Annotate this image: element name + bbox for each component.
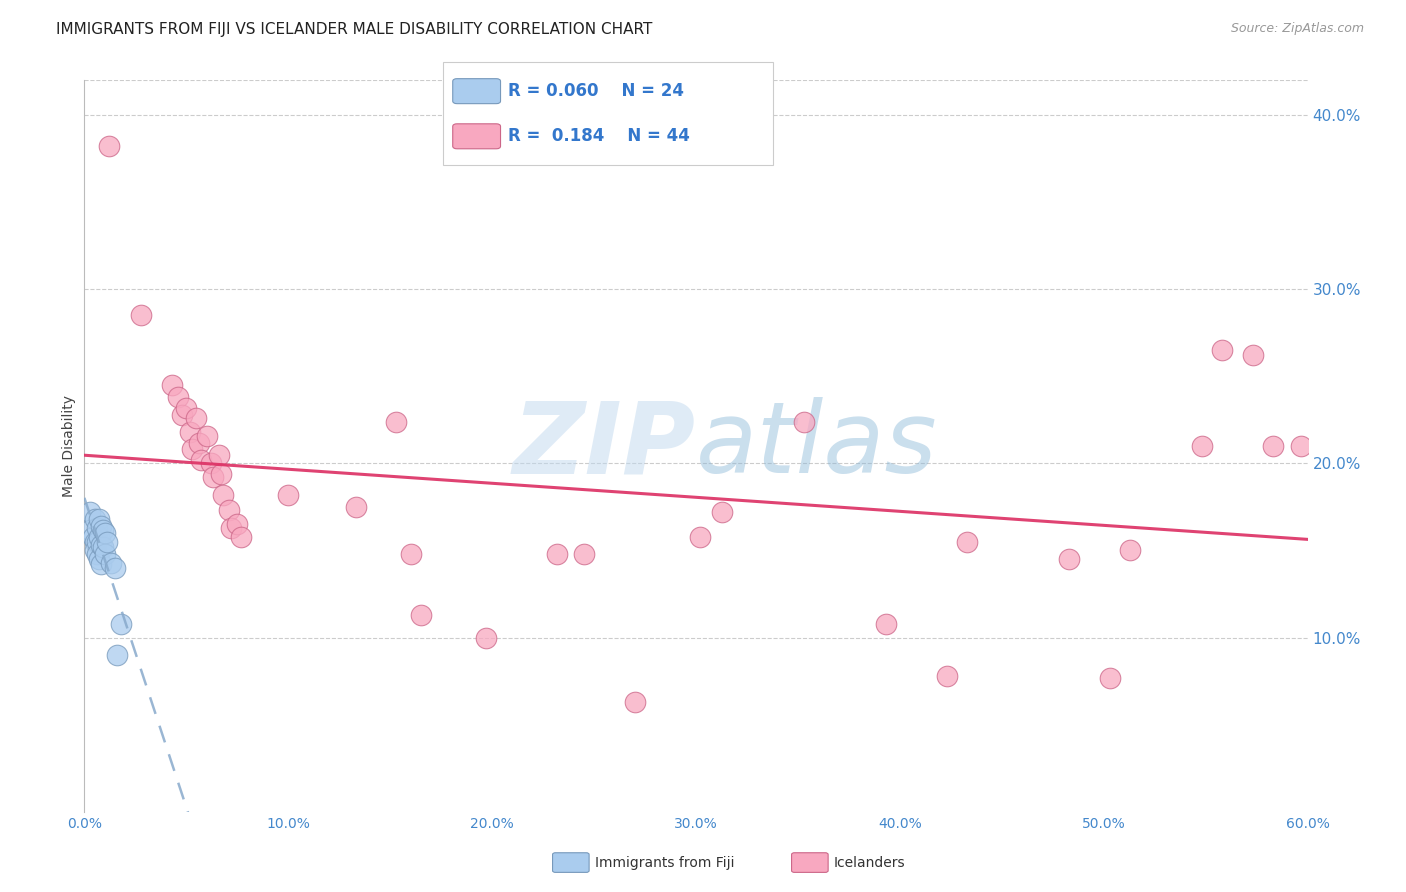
Point bbox=[131, 309, 153, 323]
Point bbox=[87, 512, 110, 526]
Point bbox=[110, 616, 132, 631]
Point bbox=[82, 530, 104, 544]
Point bbox=[875, 616, 897, 631]
Point bbox=[1241, 348, 1264, 362]
Point bbox=[97, 139, 120, 153]
Text: atlas: atlas bbox=[696, 398, 938, 494]
Point bbox=[181, 442, 204, 457]
Point bbox=[79, 505, 101, 519]
Text: R =  0.184    N = 44: R = 0.184 N = 44 bbox=[508, 128, 689, 145]
Point bbox=[195, 428, 218, 442]
Point bbox=[219, 521, 242, 535]
Point bbox=[190, 453, 212, 467]
Point bbox=[201, 470, 224, 484]
Point bbox=[176, 401, 198, 415]
Point bbox=[1119, 543, 1142, 558]
Point bbox=[1098, 671, 1121, 685]
Text: Immigrants from Fiji: Immigrants from Fiji bbox=[595, 855, 734, 870]
Point bbox=[208, 448, 231, 462]
Point bbox=[179, 425, 201, 439]
Point bbox=[83, 543, 105, 558]
Point bbox=[385, 415, 408, 429]
Point bbox=[100, 556, 122, 570]
Point bbox=[956, 534, 979, 549]
Text: Icelanders: Icelanders bbox=[834, 855, 905, 870]
Y-axis label: Male Disability: Male Disability bbox=[62, 395, 76, 497]
Point bbox=[475, 631, 498, 645]
Point bbox=[167, 390, 190, 404]
Point bbox=[172, 408, 194, 422]
Point bbox=[86, 521, 108, 535]
Point bbox=[86, 534, 108, 549]
Point bbox=[90, 519, 112, 533]
Point bbox=[200, 457, 222, 471]
Point bbox=[572, 547, 595, 561]
Point bbox=[277, 488, 299, 502]
Point bbox=[87, 552, 110, 566]
Point bbox=[90, 558, 112, 572]
Text: ZIP: ZIP bbox=[513, 398, 696, 494]
Point bbox=[90, 538, 112, 552]
Point bbox=[344, 500, 367, 514]
Point bbox=[83, 534, 105, 549]
Point bbox=[104, 561, 127, 575]
Point bbox=[83, 512, 105, 526]
Text: IMMIGRANTS FROM FIJI VS ICELANDER MALE DISABILITY CORRELATION CHART: IMMIGRANTS FROM FIJI VS ICELANDER MALE D… bbox=[56, 22, 652, 37]
Point bbox=[624, 695, 647, 709]
Point bbox=[93, 526, 117, 541]
Point bbox=[689, 530, 711, 544]
Point bbox=[1191, 439, 1213, 453]
Point bbox=[793, 415, 815, 429]
Point bbox=[91, 540, 114, 554]
Point bbox=[546, 547, 568, 561]
Point bbox=[186, 411, 208, 425]
Point bbox=[1261, 439, 1284, 453]
Point bbox=[160, 378, 183, 392]
Point bbox=[209, 467, 232, 481]
Text: R = 0.060    N = 24: R = 0.060 N = 24 bbox=[508, 82, 683, 100]
Point bbox=[105, 648, 128, 662]
Point bbox=[231, 530, 253, 544]
Point bbox=[399, 547, 422, 561]
Point bbox=[935, 669, 957, 683]
Point bbox=[212, 488, 235, 502]
Point bbox=[87, 530, 110, 544]
Point bbox=[1057, 552, 1080, 566]
Point bbox=[79, 523, 101, 537]
Point bbox=[93, 547, 117, 561]
Point bbox=[187, 435, 209, 450]
Point bbox=[1211, 343, 1233, 358]
Point bbox=[409, 607, 432, 622]
Point bbox=[711, 505, 734, 519]
Point bbox=[86, 547, 108, 561]
Point bbox=[91, 523, 114, 537]
Point bbox=[1291, 439, 1313, 453]
Point bbox=[226, 517, 249, 532]
Point bbox=[218, 503, 240, 517]
Point bbox=[96, 534, 118, 549]
Text: Source: ZipAtlas.com: Source: ZipAtlas.com bbox=[1230, 22, 1364, 36]
